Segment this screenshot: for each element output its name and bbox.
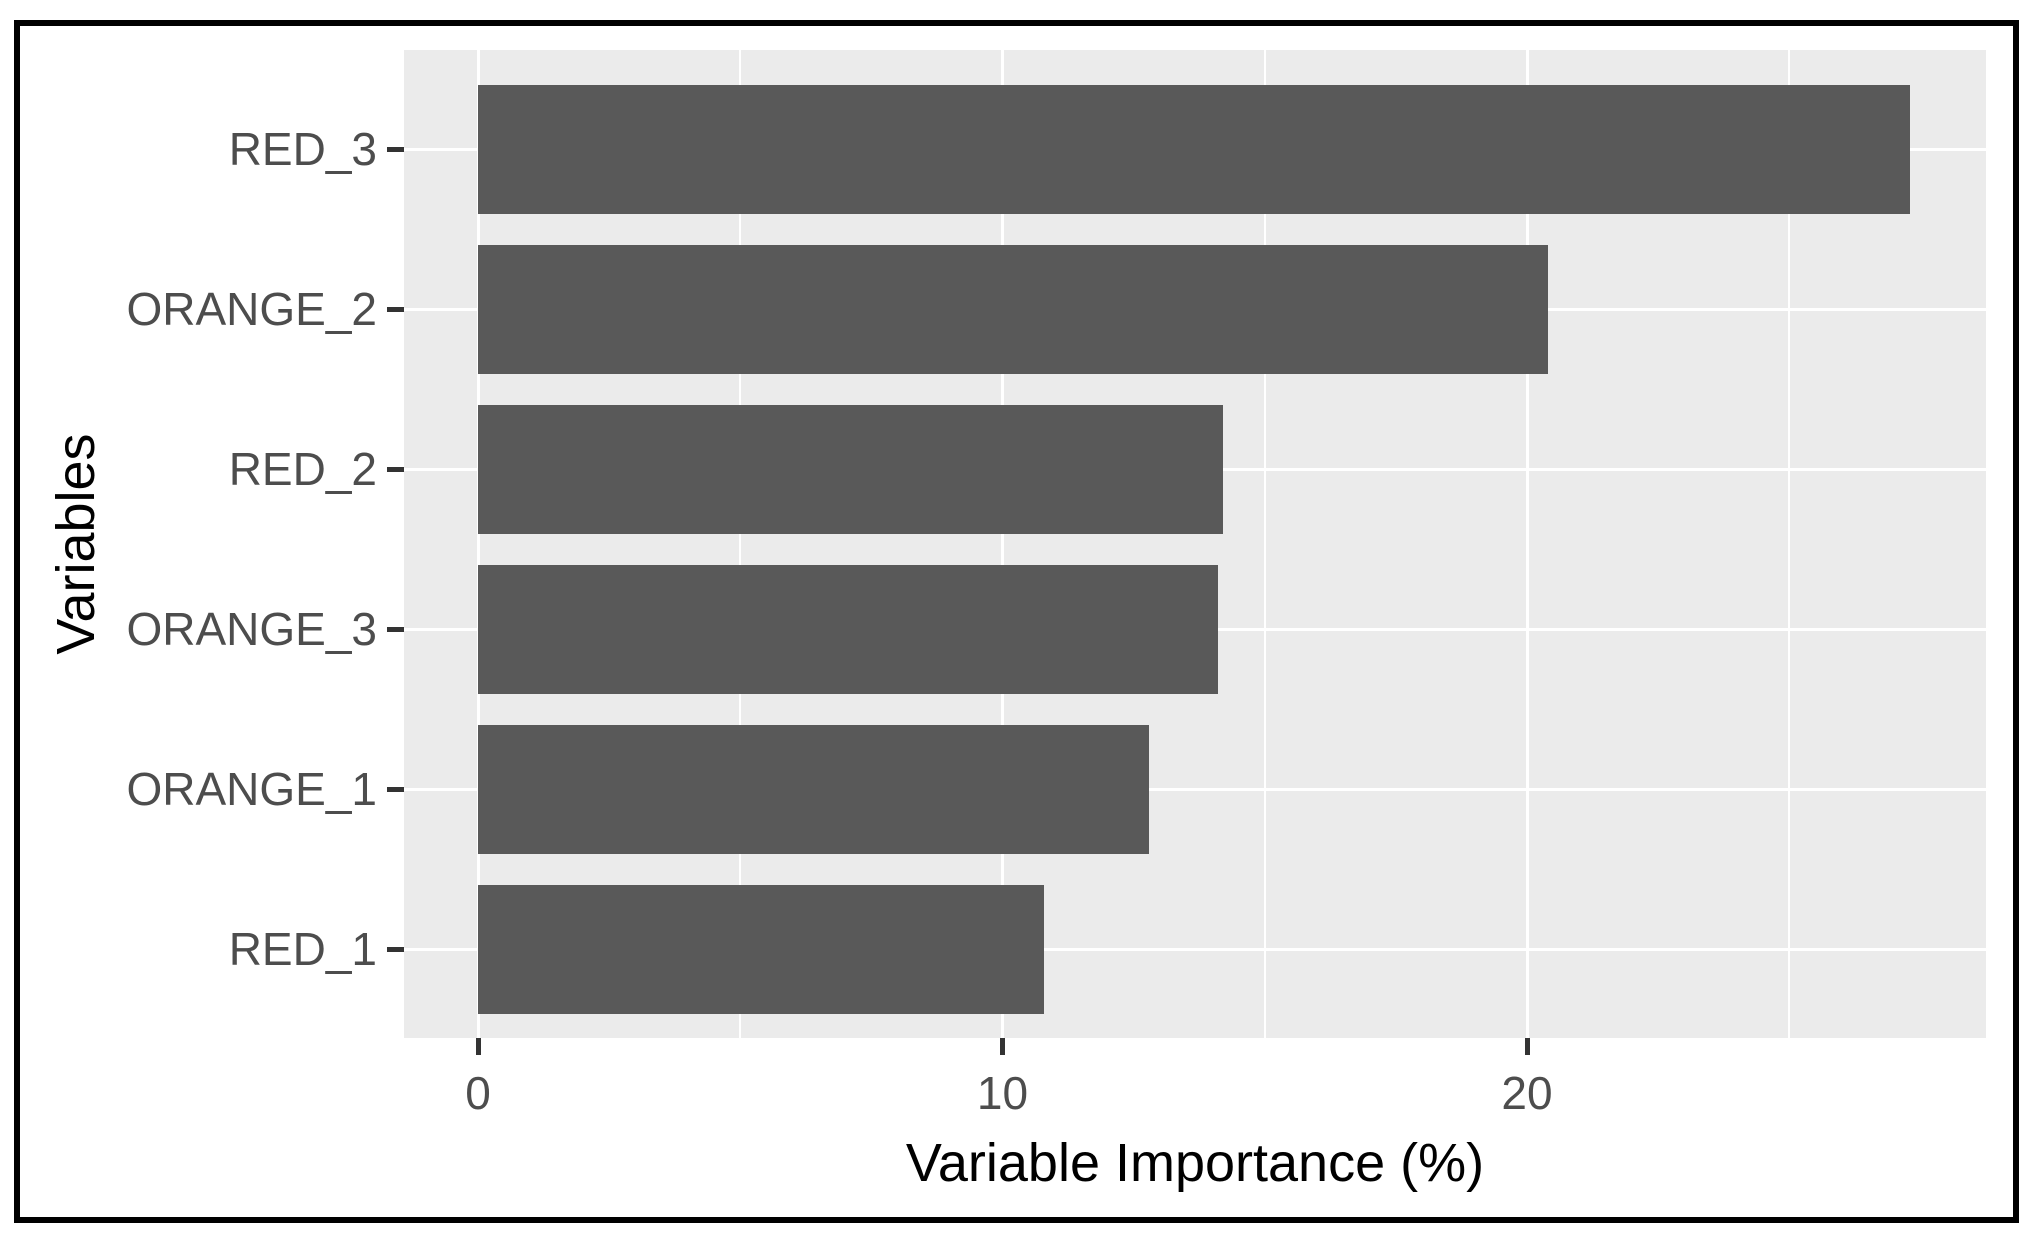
y-tick-label: ORANGE_2 xyxy=(126,283,377,335)
x-tick-mark xyxy=(475,1038,481,1055)
y-tick-mark xyxy=(387,146,404,152)
y-tick-mark xyxy=(387,786,404,792)
x-minor-gridline xyxy=(1788,50,1791,1038)
y-tick-label: RED_3 xyxy=(228,123,377,175)
x-tick-label: 0 xyxy=(465,1067,491,1119)
x-minor-gridline xyxy=(739,50,742,1038)
y-tick-label: RED_1 xyxy=(228,923,377,975)
x-major-gridline xyxy=(1001,50,1004,1038)
x-tick-label: 10 xyxy=(976,1067,1029,1119)
bar-red_1 xyxy=(478,884,1045,1014)
y-tick-label: ORANGE_1 xyxy=(126,763,377,815)
x-major-gridline xyxy=(476,50,480,1038)
x-minor-gridline xyxy=(1263,50,1266,1038)
y-tick-mark xyxy=(387,946,404,952)
y-major-gridline xyxy=(404,947,1986,951)
y-tick-mark xyxy=(387,466,404,472)
y-tick-label: RED_2 xyxy=(228,443,377,495)
bar-red_3 xyxy=(478,84,1910,214)
x-tick-mark xyxy=(1524,1038,1530,1055)
y-axis-title: Variables xyxy=(46,433,106,655)
bar-orange_1 xyxy=(478,724,1150,854)
y-tick-mark xyxy=(387,626,404,632)
x-major-gridline xyxy=(1525,50,1529,1038)
x-tick-label: 20 xyxy=(1501,1067,1553,1119)
y-tick-mark xyxy=(387,306,404,312)
x-axis-title: Variable Importance (%) xyxy=(905,1133,1485,1193)
y-tick-label: ORANGE_3 xyxy=(126,603,377,655)
bar-orange_2 xyxy=(478,244,1548,374)
bar-orange_3 xyxy=(478,564,1218,694)
y-major-gridline xyxy=(404,787,1986,791)
bar-red_2 xyxy=(478,404,1223,534)
plot-panel xyxy=(404,50,1986,1038)
x-tick-mark xyxy=(1000,1038,1005,1055)
chart-frame: RED_3 ORANGE_2 RED_2 ORANGE_3 ORANGE_1 RED_1 0… xyxy=(14,20,2019,1223)
